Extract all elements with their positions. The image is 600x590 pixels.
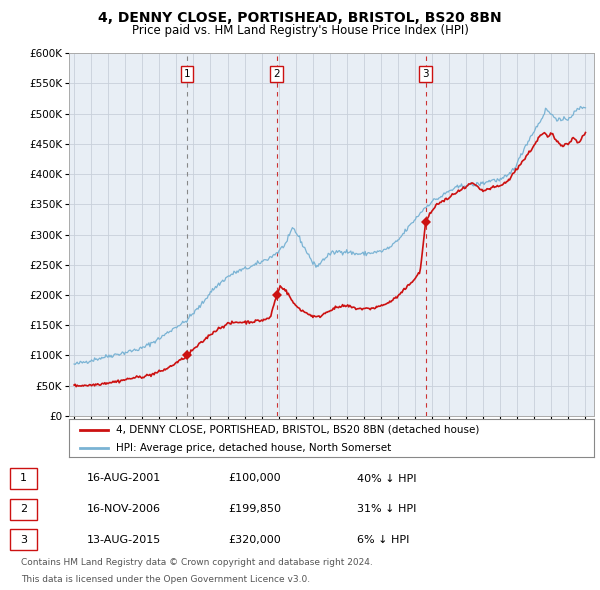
Text: 3: 3 — [422, 69, 429, 79]
Text: Contains HM Land Registry data © Crown copyright and database right 2024.: Contains HM Land Registry data © Crown c… — [21, 558, 373, 567]
Text: Price paid vs. HM Land Registry's House Price Index (HPI): Price paid vs. HM Land Registry's House … — [131, 24, 469, 37]
Text: 2: 2 — [274, 69, 280, 79]
Text: £199,850: £199,850 — [228, 504, 281, 514]
Text: 4, DENNY CLOSE, PORTISHEAD, BRISTOL, BS20 8BN: 4, DENNY CLOSE, PORTISHEAD, BRISTOL, BS2… — [98, 11, 502, 25]
Text: 40% ↓ HPI: 40% ↓ HPI — [357, 474, 416, 483]
Text: £100,000: £100,000 — [228, 474, 281, 483]
Text: This data is licensed under the Open Government Licence v3.0.: This data is licensed under the Open Gov… — [21, 575, 310, 584]
Text: 13-AUG-2015: 13-AUG-2015 — [87, 535, 161, 545]
Text: 3: 3 — [20, 535, 27, 545]
Text: 1: 1 — [20, 474, 27, 483]
Text: 31% ↓ HPI: 31% ↓ HPI — [357, 504, 416, 514]
Text: 2: 2 — [20, 504, 27, 514]
Text: 16-AUG-2001: 16-AUG-2001 — [87, 474, 161, 483]
Text: 1: 1 — [184, 69, 190, 79]
Text: 6% ↓ HPI: 6% ↓ HPI — [357, 535, 409, 545]
Text: HPI: Average price, detached house, North Somerset: HPI: Average price, detached house, Nort… — [116, 442, 392, 453]
Text: 4, DENNY CLOSE, PORTISHEAD, BRISTOL, BS20 8BN (detached house): 4, DENNY CLOSE, PORTISHEAD, BRISTOL, BS2… — [116, 425, 479, 435]
Text: £320,000: £320,000 — [228, 535, 281, 545]
Text: 16-NOV-2006: 16-NOV-2006 — [87, 504, 161, 514]
